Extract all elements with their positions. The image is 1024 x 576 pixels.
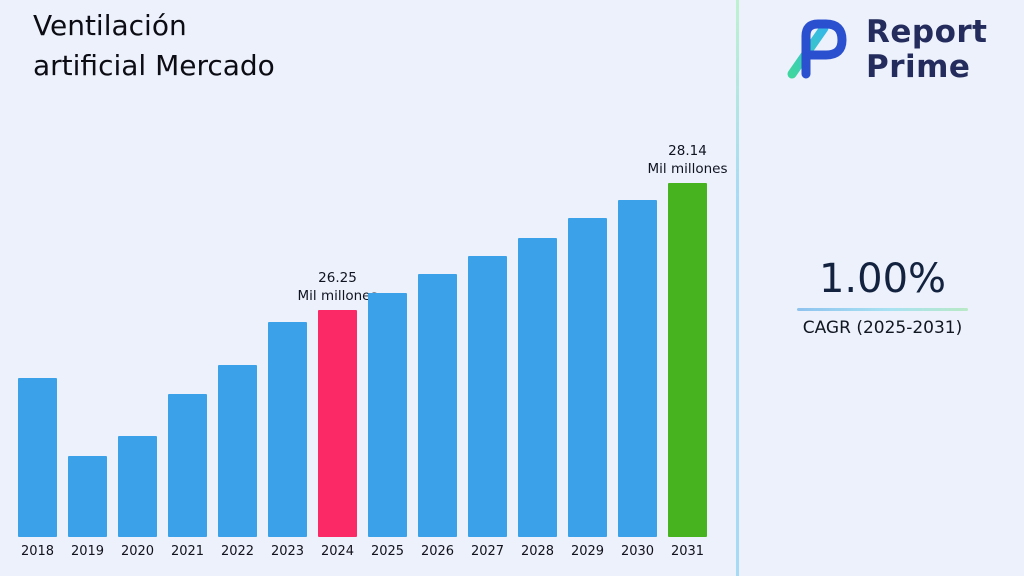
bar-column-2021 (168, 142, 207, 537)
x-tick-2023: 2023 (270, 544, 305, 559)
cagr-label: CAGR (2025-2031) (802, 318, 963, 338)
bar-column-2020 (118, 142, 157, 537)
x-tick-2031: 2031 (670, 544, 705, 559)
x-tick-2029: 2029 (570, 544, 605, 559)
cagr-block: 1.00% CAGR (2025-2031) (795, 256, 970, 338)
bar-2018 (18, 378, 57, 537)
bar-2027 (468, 256, 507, 537)
x-tick-2019: 2019 (70, 544, 105, 559)
bar-column-2030 (618, 142, 657, 537)
bar-column-2028 (518, 142, 557, 537)
bar-2019 (68, 456, 107, 537)
bar-2022 (218, 365, 257, 537)
brand-name: Report Prime (866, 14, 988, 85)
vertical-divider (736, 0, 739, 576)
cagr-underline (797, 308, 968, 311)
x-tick-2028: 2028 (520, 544, 555, 559)
bar-column-2031: 28.14 Mil millones (648, 142, 728, 537)
bar-2028 (518, 237, 557, 537)
x-tick-2025: 2025 (370, 544, 405, 559)
bar-2029 (568, 218, 607, 537)
bar-label-2031: 28.14 Mil millones (647, 143, 728, 177)
x-tick-2030: 2030 (620, 544, 655, 559)
bar-column-2022 (218, 142, 257, 537)
bar-column-2029 (568, 142, 607, 537)
x-tick-2027: 2027 (470, 544, 505, 559)
bar-2024 (318, 310, 357, 537)
bar-column-2024: 26.25 Mil millones (298, 142, 378, 537)
bar-column-2019 (68, 142, 107, 537)
bar-2023 (268, 322, 307, 537)
x-tick-2022: 2022 (220, 544, 255, 559)
bar-column-2026 (418, 142, 457, 537)
bar-label-2024: 26.25 Mil millones (297, 270, 378, 305)
bar-2031 (668, 183, 707, 537)
bar-column-2025 (368, 142, 407, 537)
bar-2026 (418, 273, 457, 537)
bar-column-2027 (468, 142, 507, 537)
bar-2030 (618, 199, 657, 537)
x-axis: 2018 2019 2020 2021 2022 2023 2024 2025 2026 2027… (0, 544, 737, 559)
cagr-value: 1.00% (818, 256, 947, 302)
report-prime-logo-icon (778, 10, 852, 90)
x-tick-2021: 2021 (170, 544, 205, 559)
x-tick-2020: 2020 (120, 544, 155, 559)
page-title: Ventilación artificial Mercado (33, 9, 275, 82)
bar-column-2018 (18, 142, 57, 537)
bar-column-2023 (268, 142, 307, 537)
x-tick-2018: 2018 (20, 544, 55, 559)
bar-chart: 26.25 Mil millones 28.14 Mil millones (0, 142, 737, 537)
bar-2021 (168, 394, 207, 537)
x-tick-2026: 2026 (420, 544, 455, 559)
bar-2025 (368, 292, 407, 537)
x-tick-2024: 2024 (320, 544, 355, 559)
bar-2020 (118, 435, 157, 537)
brand-block: Report Prime (778, 10, 988, 90)
